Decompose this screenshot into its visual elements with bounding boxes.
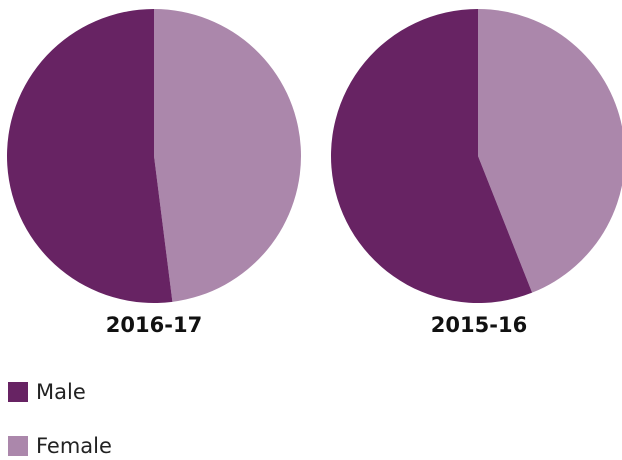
- pie-slice-female-2015-16: [478, 9, 622, 293]
- pie-charts: [6, 9, 622, 303]
- legend: Male Female: [8, 379, 112, 459]
- legend-swatch-male: [8, 382, 28, 402]
- pie-title-2015-16: 2015-16: [430, 313, 528, 337]
- pie-2015-16: [331, 9, 622, 303]
- pie-slice-male-2015-16: [331, 9, 533, 303]
- legend-item-female: Female: [8, 433, 112, 459]
- pie-slice-female-2016-17: [154, 9, 301, 302]
- pie-slice-male-2016-17: [6, 9, 173, 303]
- legend-label-female: Female: [36, 434, 112, 458]
- legend-swatch-female: [8, 436, 28, 456]
- legend-label-male: Male: [36, 380, 86, 404]
- pie-title-2016-17: 2016-17: [105, 313, 203, 337]
- legend-item-male: Male: [8, 379, 112, 405]
- pie-2016-17: [6, 9, 301, 303]
